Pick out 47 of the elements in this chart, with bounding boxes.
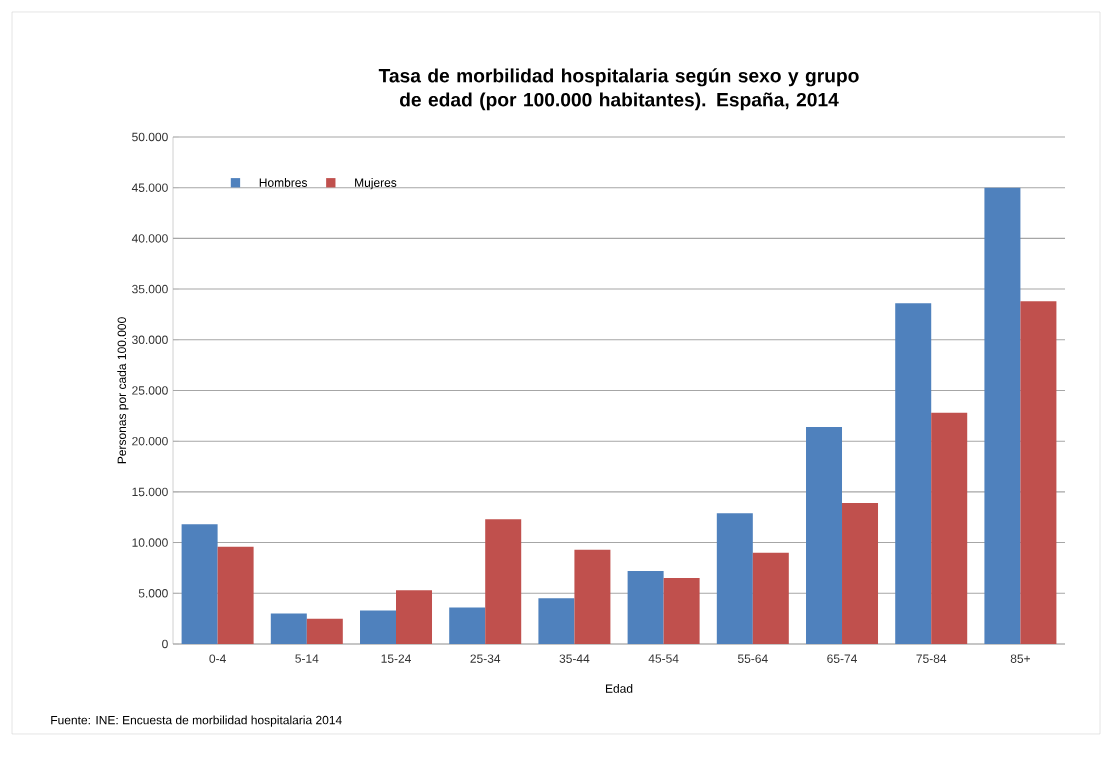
x-axis-title: Edad bbox=[605, 684, 633, 693]
bar bbox=[270, 613, 307, 644]
bar bbox=[574, 549, 611, 644]
y-tick-label: 25.000 bbox=[132, 386, 168, 395]
y-tick-label: 35.000 bbox=[132, 284, 168, 294]
y-tick-label: 40.000 bbox=[131, 234, 168, 243]
bar bbox=[449, 607, 486, 644]
bar bbox=[181, 524, 218, 644]
chart-title: Tasa de morbilidad hospitalaria según sexo y grupo de edad (por 100.000 habitantes). España, 2014 bbox=[378, 68, 859, 111]
bar bbox=[306, 618, 343, 644]
x-tick-label: 35-44 bbox=[559, 654, 590, 663]
x-tick-label: 5-14 bbox=[295, 654, 319, 663]
x-tick-label: 55-64 bbox=[737, 654, 768, 663]
bar bbox=[663, 578, 700, 644]
y-tick-label: 15.000 bbox=[132, 487, 168, 497]
bar bbox=[217, 546, 254, 644]
bar bbox=[752, 552, 789, 644]
x-tick-label: 75-84 bbox=[916, 654, 947, 663]
x-tick-label: 15-24 bbox=[381, 654, 411, 663]
y-tick-label: 20.000 bbox=[132, 436, 168, 446]
legend-label: Hombres bbox=[259, 178, 308, 187]
bar bbox=[716, 513, 753, 644]
x-tick-label: 25-34 bbox=[470, 654, 501, 663]
bar bbox=[1020, 301, 1057, 644]
y-tick-label: 0 bbox=[162, 639, 168, 649]
y-tick-label: 5.000 bbox=[138, 589, 168, 598]
bar bbox=[806, 426, 843, 644]
source-note: Fuente: INE: Encuesta de morbilidad hospitalaria 2014 bbox=[51, 715, 342, 727]
y-axis-title: Personas por cada 100.000 bbox=[117, 317, 129, 464]
x-tick-label: 0-4 bbox=[209, 654, 226, 663]
bar bbox=[360, 610, 397, 644]
bar bbox=[627, 570, 664, 644]
bar bbox=[538, 598, 575, 644]
bar bbox=[842, 503, 879, 644]
x-tick-label: 65-74 bbox=[827, 654, 857, 663]
legend-label: Mujeres bbox=[355, 178, 397, 190]
bar bbox=[485, 519, 522, 644]
y-tick-label: 30.000 bbox=[132, 335, 168, 345]
y-tick-label: 45.000 bbox=[131, 183, 168, 192]
y-tick-label: 50.000 bbox=[132, 132, 168, 142]
y-tick-label: 10.000 bbox=[132, 538, 168, 547]
x-tick-label: 85+ bbox=[1010, 654, 1030, 663]
bar bbox=[895, 303, 932, 644]
bar bbox=[396, 590, 433, 644]
bar bbox=[931, 412, 968, 644]
x-tick-label: 45-54 bbox=[648, 654, 679, 663]
bar bbox=[984, 187, 1021, 644]
